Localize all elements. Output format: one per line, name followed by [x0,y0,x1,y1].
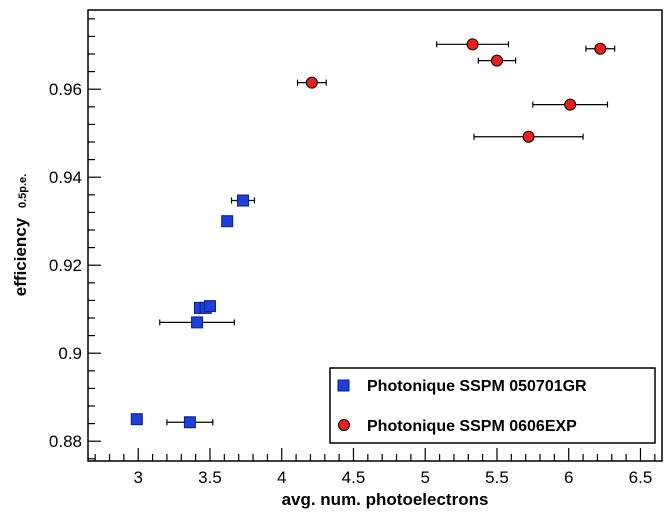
y-axis-title-group: efficiency 0.5p.e. [11,174,30,296]
data-point-square [236,194,249,207]
data-point-square [191,316,204,329]
x-tick-label: 5.5 [485,468,509,487]
data-point-circle [490,54,503,67]
y-tick-label: 0.94 [49,168,82,187]
y-axis-title-subscript: 0.5p.e. [17,174,29,208]
x-tick-label: 4.5 [342,468,366,487]
data-point-square [203,300,216,313]
y-axis-title-main: efficiency [11,217,30,296]
legend-box [329,367,656,444]
legend-label-0606EXP: Photonique SSPM 0606EXP [367,418,577,435]
y-tick-label: 0.9 [58,344,82,363]
y-axis-title: efficiency 0.5p.e. [11,174,30,296]
data-point-square [130,413,143,426]
legend-label-050701GR: Photonique SSPM 050701GR [367,378,587,395]
x-axis: 3 3.5 4 4.5 5 5.5 6 6.5 [94,448,656,487]
x-tick-label: 3.5 [198,468,222,487]
data-point-square [221,215,234,228]
y-tick-label: 0.96 [49,80,82,99]
legend: Photonique SSPM 050701GR Photonique SSPM… [329,367,656,444]
x-tick-label: 4 [277,468,286,487]
data-point-circle [564,98,577,111]
x-tick-label: 3 [133,468,142,487]
x-tick-label: 6.5 [629,468,653,487]
y-tick-label: 0.88 [49,432,82,451]
x-tick-label: 5 [420,468,429,487]
data-point-circle [522,130,535,143]
y-tick-label: 0.92 [49,256,82,275]
legend-marker-0606EXP [338,419,350,431]
data-point-circle [466,38,479,51]
data-points [130,38,616,429]
x-axis-title: avg. num. photoelectrons [282,490,489,509]
data-point-circle [305,76,318,89]
legend-marker-050701GR [337,379,350,392]
x-tick-label: 6 [564,468,573,487]
data-point-circle [594,42,607,55]
data-point-square [183,416,196,429]
y-axis: 0.88 0.9 0.92 0.94 0.96 [49,18,101,460]
